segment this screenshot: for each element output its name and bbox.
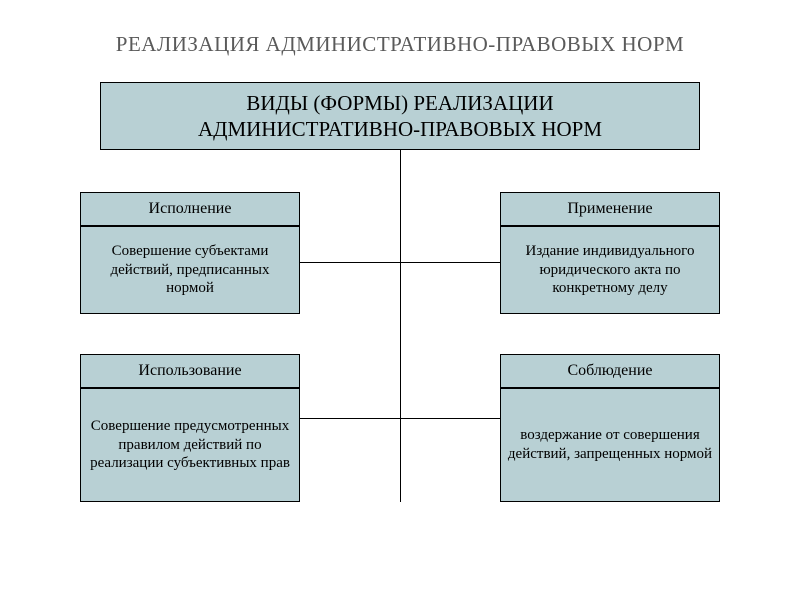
- root-line1: ВИДЫ (ФОРМЫ) РЕАЛИЗАЦИИ: [109, 90, 691, 116]
- node-tr-body: Издание индивидуального юридического акт…: [500, 226, 720, 314]
- page-title: РЕАЛИЗАЦИЯ АДМИНИСТРАТИВНО-ПРАВОВЫХ НОРМ: [0, 32, 800, 57]
- node-br-title: Соблюдение: [500, 354, 720, 388]
- node-bl-title: Использование: [80, 354, 300, 388]
- connector-horizontal-top: [300, 262, 500, 263]
- node-bl-body: Совершение предусмотренных правилом дейс…: [80, 388, 300, 502]
- connector-vertical-main: [400, 150, 401, 502]
- node-tl-title: Исполнение: [80, 192, 300, 226]
- root-line2: АДМИНИСТРАТИВНО-ПРАВОВЫХ НОРМ: [109, 116, 691, 142]
- node-br-body: воздержание от совершения действий, запр…: [500, 388, 720, 502]
- root-box: ВИДЫ (ФОРМЫ) РЕАЛИЗАЦИИ АДМИНИСТРАТИВНО-…: [100, 82, 700, 150]
- node-tl-body: Совершение субъектами действий, предписа…: [80, 226, 300, 314]
- connector-horizontal-bottom: [300, 418, 500, 419]
- node-tr-title: Применение: [500, 192, 720, 226]
